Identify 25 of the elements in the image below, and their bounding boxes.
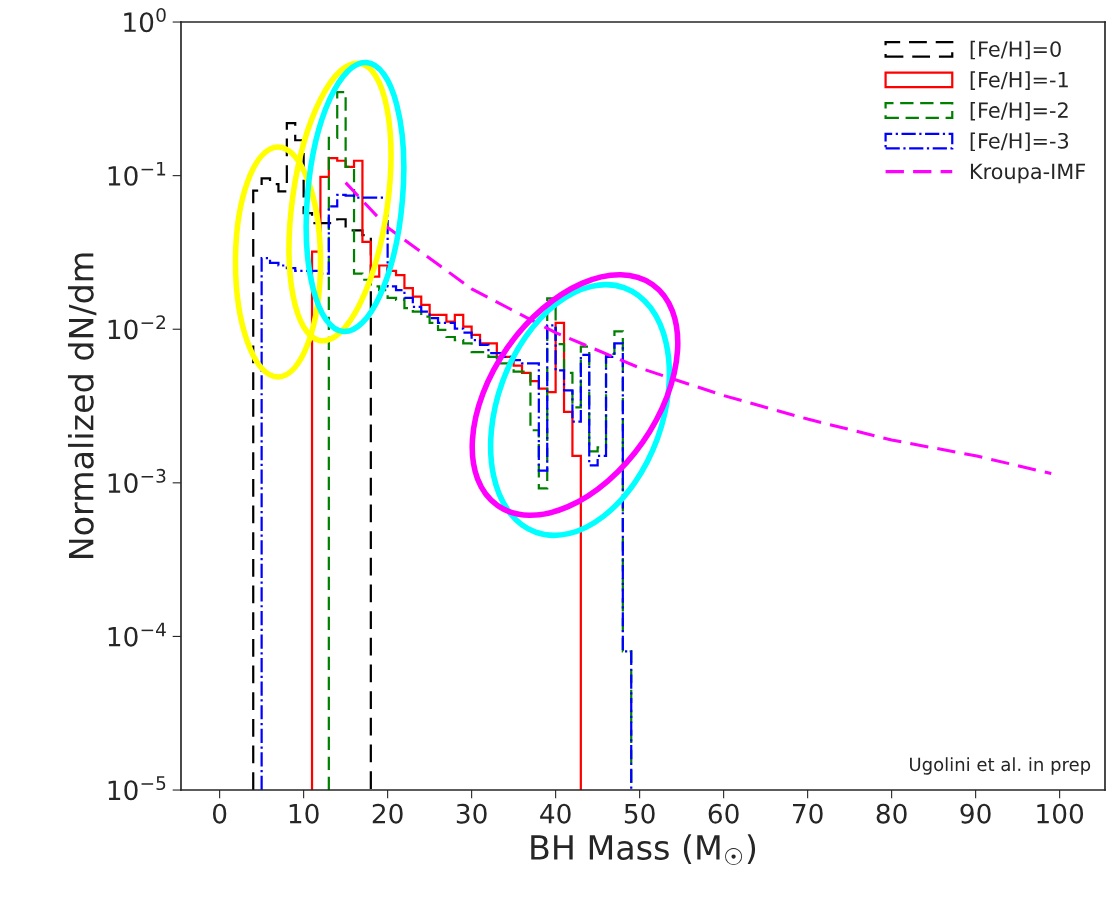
x-tick-label: 10 (289, 803, 319, 824)
annotation: Ugolini et al. in prep (910, 757, 1091, 775)
legend-label: [Fe/H]=-2 (970, 101, 1068, 121)
legend-label: [Fe/H]=0 (970, 40, 1061, 60)
x-tick-label: 40 (540, 803, 571, 824)
x-tick-label: 30 (456, 803, 487, 824)
x-tick-label: 70 (793, 803, 823, 824)
y-tick-label: 10$^{−4}$ (108, 622, 166, 647)
x-tick-label: 60 (708, 803, 739, 824)
y-tick-label: 10$^{−3}$ (108, 468, 166, 494)
y-tick-label: 10$^{0}$ (124, 8, 166, 33)
x-tick-label: 100 (1037, 803, 1084, 824)
x-axis-title: BH Mass (M$_{☉}$) (531, 834, 756, 866)
x-tick-label: 0 (212, 803, 227, 824)
y-tick-label: 10$^{−5}$ (108, 776, 166, 801)
y-tick-label: 10$^{−2}$ (108, 315, 165, 340)
x-tick-label: 50 (624, 803, 655, 824)
x-tick-label: 20 (372, 803, 403, 824)
y-tick-label: 10$^{−1}$ (108, 161, 166, 186)
x-tick-label: 90 (960, 803, 991, 824)
y-axis-title: Normalized dN/dm (67, 253, 97, 559)
x-tick-label: 80 (876, 803, 907, 824)
legend-label: [Fe/H]=-3 (970, 132, 1069, 152)
legend-label: [Fe/H]=-1 (970, 71, 1068, 90)
legend-label: Kroupa-IMF (970, 163, 1086, 184)
